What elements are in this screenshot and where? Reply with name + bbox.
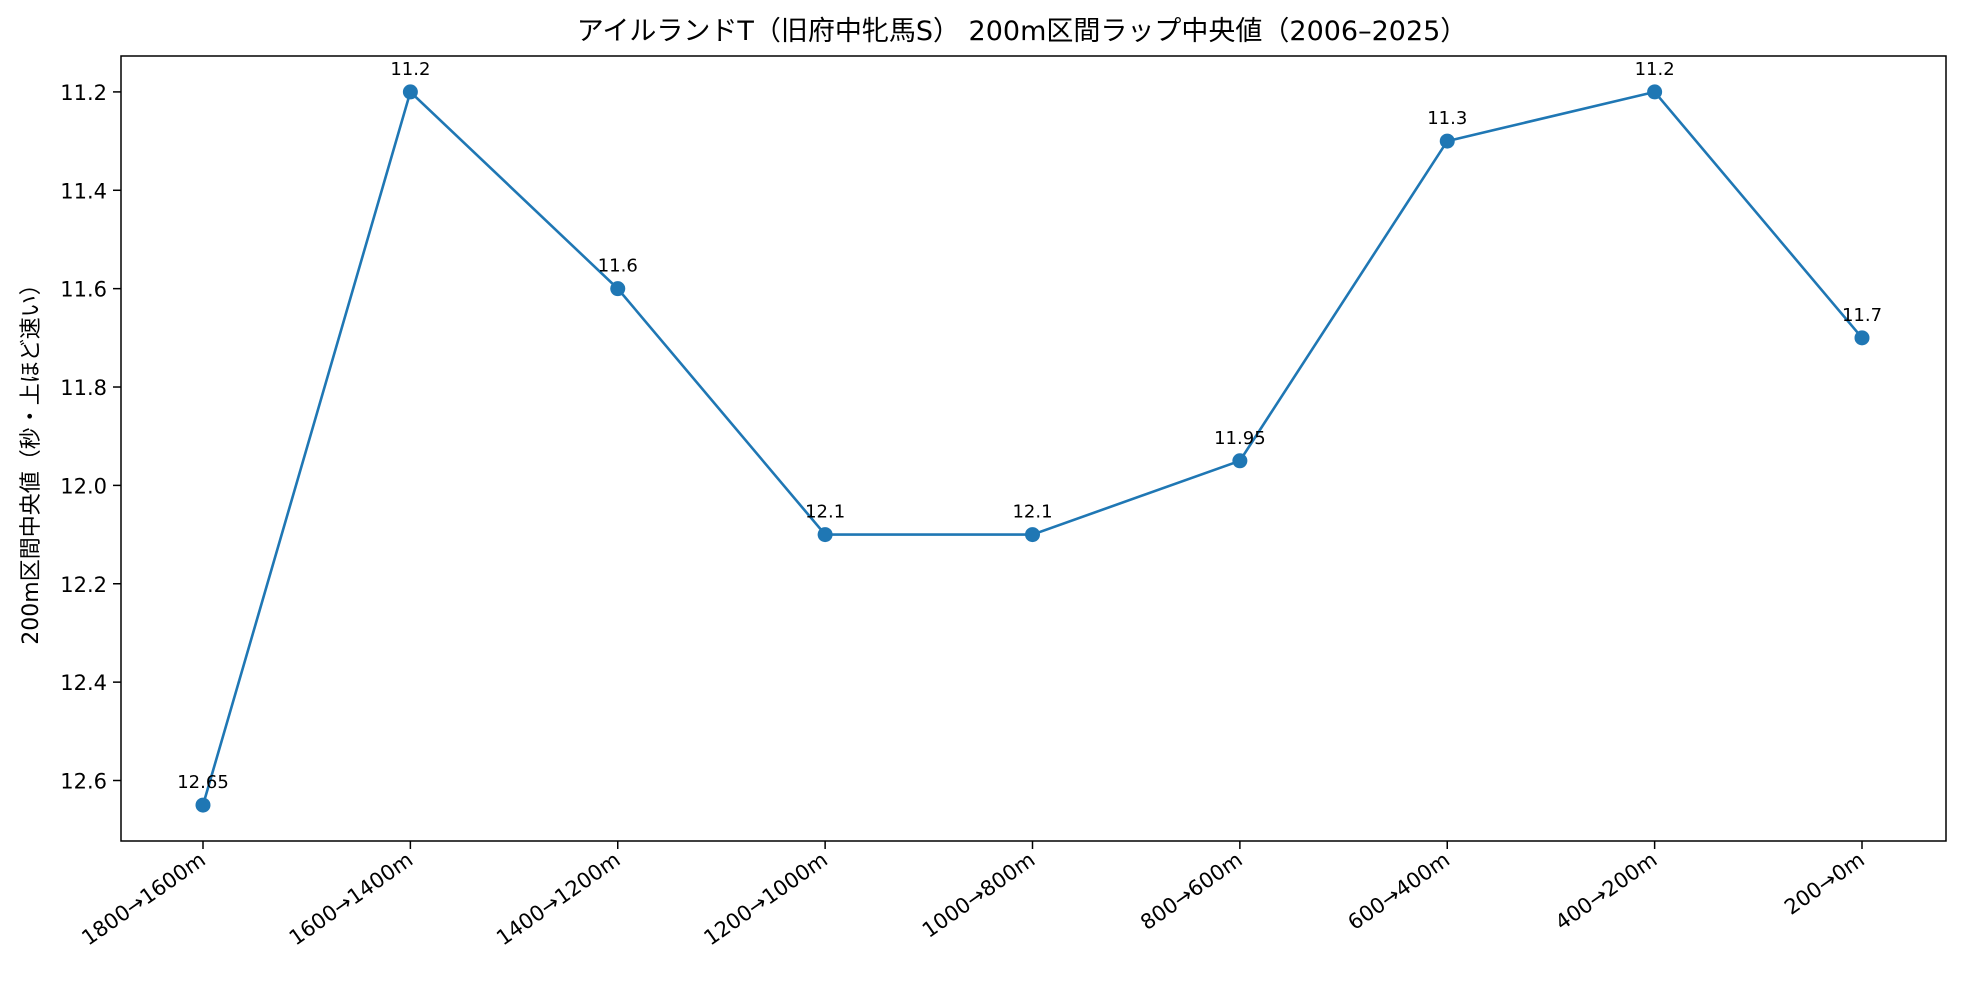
x-tick-label: 400→200m xyxy=(1551,847,1662,934)
data-point xyxy=(817,527,833,543)
data-point xyxy=(1232,453,1248,469)
data-label: 12.65 xyxy=(177,772,229,793)
y-tick-label: 11.6 xyxy=(60,278,107,302)
y-tick-label: 11.8 xyxy=(60,376,107,400)
y-tick-label: 12.2 xyxy=(60,573,107,597)
y-tick-label: 12.0 xyxy=(60,474,107,498)
y-tick-label: 12.6 xyxy=(60,770,107,794)
series-line xyxy=(201,89,1863,806)
data-point xyxy=(1647,84,1663,100)
data-label: 11.7 xyxy=(1842,305,1882,326)
data-point xyxy=(1854,330,1870,346)
data-point xyxy=(1025,527,1040,543)
y-tick-label: 12.4 xyxy=(60,671,107,695)
y-axis-label: 200m区間中央値（秒・上ほど速い） xyxy=(19,273,44,644)
x-tick-label: 800→600m xyxy=(1136,847,1247,934)
data-point xyxy=(1439,133,1455,149)
data-label: 11.6 xyxy=(598,256,638,277)
x-tick-label: 1200→1000m xyxy=(699,847,832,950)
y-tick-label: 11.2 xyxy=(60,81,107,105)
data-point xyxy=(610,281,626,297)
y-tick-label: 11.4 xyxy=(60,179,107,203)
data-point xyxy=(195,797,211,813)
plot-frame xyxy=(120,55,1947,842)
x-tick-label: 200→0m xyxy=(1780,847,1869,919)
data-label: 12.1 xyxy=(805,502,845,523)
x-tick-label: 1800→1600m xyxy=(77,847,210,950)
x-tick-label: 1000→800m xyxy=(918,847,1040,942)
plot-area: 11.2 11.4 11.6 11.8 12.0 12.2 12.4 12.6 1800→160… xyxy=(60,59,1882,950)
chart-title: アイルランドT（旧府中牝馬S） 200m区間ラップ中央値（2006–2025） xyxy=(577,16,1468,47)
x-tick-label: 1600→1400m xyxy=(285,847,418,950)
data-point xyxy=(402,84,418,100)
data-label: 11.2 xyxy=(1635,59,1675,80)
x-tick-label: 600→400m xyxy=(1344,847,1455,934)
data-label: 11.95 xyxy=(1214,428,1266,449)
data-label: 11.2 xyxy=(390,59,430,80)
data-label: 12.1 xyxy=(1012,502,1052,523)
data-label: 11.3 xyxy=(1427,108,1467,129)
x-tick-label: 1400→1200m xyxy=(492,847,625,950)
